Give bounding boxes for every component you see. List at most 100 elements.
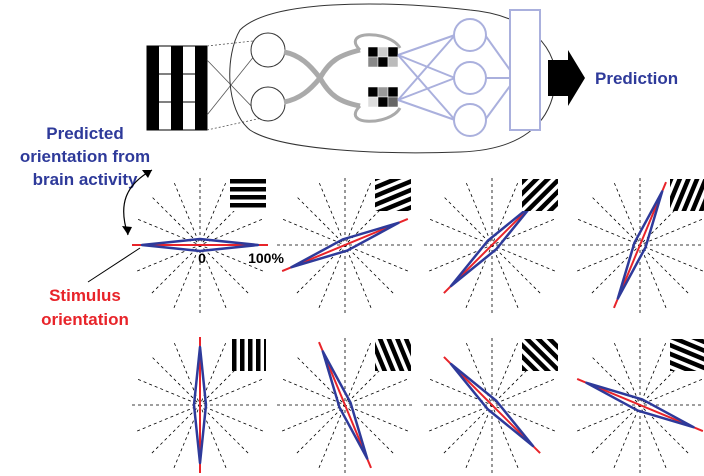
arrowhead [142, 170, 152, 178]
predicted-distribution [290, 221, 400, 269]
stripe [522, 179, 558, 211]
stripe [224, 315, 229, 395]
axis-max: 100% [248, 250, 284, 266]
stripe [272, 315, 277, 395]
stripes [670, 179, 704, 211]
stripe [375, 339, 406, 371]
stripe [522, 339, 558, 371]
polar-plot [132, 155, 288, 313]
polar-plot [572, 299, 704, 473]
stripe [522, 179, 555, 210]
grating-icon [375, 301, 450, 377]
stripe [341, 143, 417, 178]
stimulus-label: Stimulus [49, 286, 121, 305]
stripes [208, 315, 293, 395]
stripe [522, 179, 558, 211]
stripes [341, 143, 417, 211]
stimulus-grating [146, 45, 208, 131]
stripe [208, 227, 288, 232]
stimulus-line [576, 378, 704, 432]
stripe [522, 339, 558, 371]
predicted-distribution [616, 190, 664, 300]
stripe [288, 315, 293, 395]
predicted-distribution [321, 350, 369, 460]
stripe [208, 211, 288, 216]
stimulus-line [443, 356, 541, 454]
polar-plot [277, 143, 417, 313]
stripe [385, 339, 411, 371]
stripe [208, 155, 288, 160]
axis-zero: 0 [198, 250, 206, 266]
stripe [208, 219, 288, 224]
stripe [248, 339, 253, 371]
stripes [208, 155, 288, 240]
grating-icon [341, 143, 417, 211]
stripe [375, 179, 411, 208]
grating-icon [670, 179, 704, 211]
stripe [670, 339, 704, 371]
polar-plot [132, 315, 293, 473]
stripe [670, 339, 704, 341]
stripe [216, 315, 221, 395]
grating-icon [666, 299, 704, 371]
stripe [666, 299, 704, 334]
projection-lines [206, 39, 263, 131]
grating-icon [522, 179, 558, 211]
voxel-pattern [367, 46, 399, 108]
arrowhead [122, 226, 132, 235]
stripe [208, 235, 288, 240]
stripe [208, 315, 213, 395]
rotation-arrow [123, 169, 153, 236]
stripe [523, 179, 558, 211]
stripe [522, 179, 558, 211]
predicted-label: Predicted [46, 124, 123, 143]
stripe [375, 187, 411, 211]
stripe [670, 350, 704, 371]
predicted-label: brain activity [33, 170, 138, 189]
grating-icon [208, 155, 288, 240]
stripe [670, 339, 704, 363]
predicted-distribution [585, 381, 695, 429]
stripe [230, 203, 266, 208]
predicted-distribution [192, 345, 208, 465]
stripe [407, 339, 411, 371]
grating-icon [522, 339, 558, 371]
stripe [522, 339, 558, 371]
stripe [377, 339, 411, 371]
polar-plot [572, 177, 704, 313]
stripes [522, 339, 558, 371]
stripe [240, 339, 245, 371]
stripe [670, 179, 701, 211]
stripe [256, 339, 261, 371]
predicted-distribution [449, 362, 535, 448]
stripe [375, 179, 411, 200]
visual-pathway [283, 33, 402, 123]
stripe [670, 342, 704, 371]
arrow [548, 50, 585, 106]
pointer-line [87, 247, 141, 283]
stripes [522, 179, 558, 211]
stripe [415, 301, 450, 377]
predicted-label: orientation from [20, 147, 150, 166]
stripe [208, 163, 288, 168]
stripe [522, 339, 558, 371]
stripe [232, 339, 237, 371]
polar-plot [424, 337, 560, 473]
stripe [375, 179, 411, 211]
stripe [230, 187, 266, 192]
predicted-distribution [140, 237, 260, 253]
stripe [522, 179, 558, 211]
grating-icon [208, 315, 293, 395]
stimulus-label: orientation [41, 310, 129, 329]
stripe [522, 340, 555, 371]
stimulus-line [281, 218, 409, 272]
stripe [230, 195, 266, 200]
stripe [523, 339, 558, 371]
prediction-label: Prediction [595, 69, 678, 88]
decoder-network [397, 9, 541, 137]
stripe [264, 339, 266, 371]
stripe [680, 179, 704, 211]
stripe [280, 315, 285, 395]
stripe [208, 171, 288, 176]
